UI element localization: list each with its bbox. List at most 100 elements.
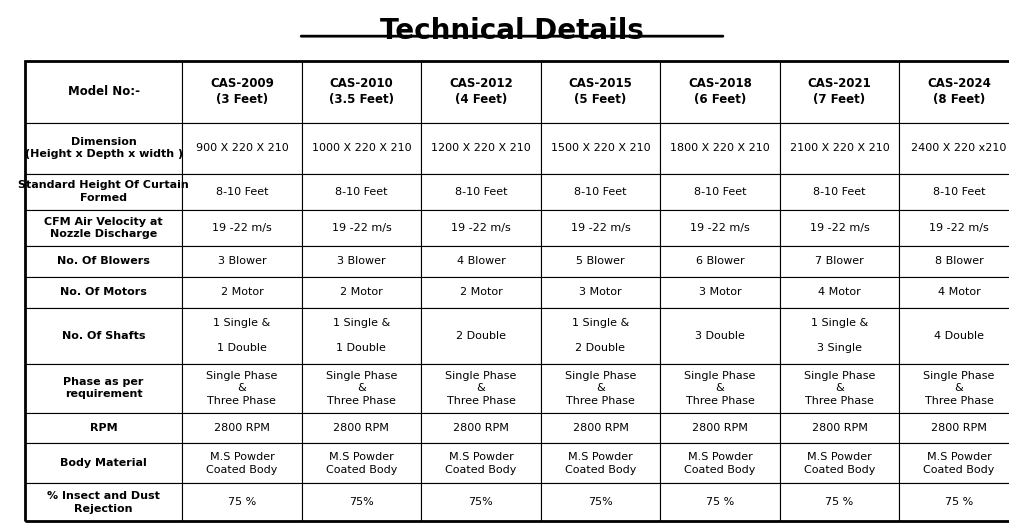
- Text: Single Phase
&
Three Phase: Single Phase & Three Phase: [206, 371, 278, 405]
- Bar: [182, 413, 302, 444]
- Bar: [541, 444, 660, 483]
- Bar: [541, 307, 660, 364]
- Bar: [660, 444, 780, 483]
- Text: No. Of Blowers: No. Of Blowers: [57, 256, 151, 267]
- Bar: [421, 307, 541, 364]
- Bar: [25, 483, 182, 521]
- Text: 75%: 75%: [349, 497, 374, 508]
- Text: 8-10 Feet: 8-10 Feet: [575, 187, 626, 197]
- Text: Standard Height Of Curtain
Formed: Standard Height Of Curtain Formed: [18, 180, 189, 203]
- Text: % Insect and Dust
Rejection: % Insect and Dust Rejection: [47, 491, 160, 513]
- Text: 2 Double: 2 Double: [456, 331, 505, 340]
- Bar: [780, 210, 899, 246]
- Bar: [302, 364, 421, 413]
- Bar: [182, 307, 302, 364]
- Text: 2800 RPM: 2800 RPM: [932, 423, 986, 433]
- Bar: [541, 246, 660, 277]
- Text: 19 -22 m/s: 19 -22 m/s: [810, 223, 870, 233]
- Text: 19 -22 m/s: 19 -22 m/s: [930, 223, 989, 233]
- Bar: [182, 444, 302, 483]
- Text: CFM Air Velocity at
Nozzle Discharge: CFM Air Velocity at Nozzle Discharge: [45, 217, 163, 239]
- Bar: [25, 173, 182, 210]
- Bar: [421, 246, 541, 277]
- Text: 2 Motor: 2 Motor: [460, 287, 502, 297]
- Text: Single Phase
&
Three Phase: Single Phase & Three Phase: [923, 371, 995, 405]
- Text: 19 -22 m/s: 19 -22 m/s: [332, 223, 392, 233]
- Text: 2800 RPM: 2800 RPM: [573, 423, 629, 433]
- Text: 7 Blower: 7 Blower: [815, 256, 863, 267]
- Bar: [660, 364, 780, 413]
- Bar: [302, 444, 421, 483]
- Text: Single Phase
&
Three Phase: Single Phase & Three Phase: [325, 371, 397, 405]
- Text: 2 Motor: 2 Motor: [221, 287, 263, 297]
- Text: 3 Blower: 3 Blower: [218, 256, 266, 267]
- Bar: [182, 173, 302, 210]
- Bar: [780, 364, 899, 413]
- Text: M.S Powder
Coated Body: M.S Powder Coated Body: [564, 452, 637, 475]
- Text: 1200 X 220 X 210: 1200 X 220 X 210: [431, 143, 531, 153]
- Bar: [421, 123, 541, 173]
- Bar: [541, 364, 660, 413]
- Text: 75 %: 75 %: [945, 497, 973, 508]
- Bar: [182, 210, 302, 246]
- Bar: [541, 277, 660, 307]
- Bar: [25, 123, 182, 173]
- Bar: [25, 61, 182, 123]
- Bar: [302, 61, 421, 123]
- Bar: [899, 277, 1017, 307]
- Text: Phase as per
requirement: Phase as per requirement: [63, 377, 143, 400]
- Bar: [421, 413, 541, 444]
- Text: No. Of Shafts: No. Of Shafts: [62, 331, 145, 340]
- Bar: [541, 173, 660, 210]
- Text: 1 Single &

1 Double: 1 Single & 1 Double: [214, 318, 271, 353]
- Bar: [899, 364, 1017, 413]
- Text: 8-10 Feet: 8-10 Feet: [455, 187, 507, 197]
- Bar: [302, 277, 421, 307]
- Text: Body Material: Body Material: [60, 459, 147, 468]
- Bar: [25, 364, 182, 413]
- Bar: [302, 483, 421, 521]
- Bar: [899, 444, 1017, 483]
- Text: 19 -22 m/s: 19 -22 m/s: [691, 223, 750, 233]
- Bar: [780, 444, 899, 483]
- Text: 75 %: 75 %: [228, 497, 256, 508]
- Text: CAS-2009
(3 Feet): CAS-2009 (3 Feet): [210, 78, 274, 106]
- Text: Model No:-: Model No:-: [68, 86, 139, 98]
- Bar: [182, 364, 302, 413]
- Bar: [421, 173, 541, 210]
- Bar: [780, 173, 899, 210]
- Bar: [780, 123, 899, 173]
- Bar: [302, 123, 421, 173]
- Bar: [302, 173, 421, 210]
- Bar: [182, 277, 302, 307]
- Bar: [25, 246, 182, 277]
- Bar: [182, 61, 302, 123]
- Bar: [660, 61, 780, 123]
- Bar: [25, 307, 182, 364]
- Text: 1500 X 220 X 210: 1500 X 220 X 210: [550, 143, 650, 153]
- Text: 75%: 75%: [588, 497, 613, 508]
- Bar: [182, 123, 302, 173]
- Text: CAS-2015
(5 Feet): CAS-2015 (5 Feet): [569, 78, 633, 106]
- Text: M.S Powder
Coated Body: M.S Powder Coated Body: [206, 452, 278, 475]
- Text: 4 Double: 4 Double: [934, 331, 984, 340]
- Bar: [780, 307, 899, 364]
- Text: 19 -22 m/s: 19 -22 m/s: [212, 223, 272, 233]
- Text: 3 Blower: 3 Blower: [337, 256, 385, 267]
- Bar: [899, 307, 1017, 364]
- Bar: [660, 483, 780, 521]
- Text: 75 %: 75 %: [706, 497, 734, 508]
- Text: M.S Powder
Coated Body: M.S Powder Coated Body: [325, 452, 397, 475]
- Bar: [421, 364, 541, 413]
- Text: 900 X 220 X 210: 900 X 220 X 210: [195, 143, 288, 153]
- Text: 8 Blower: 8 Blower: [935, 256, 983, 267]
- Text: CAS-2024
(8 Feet): CAS-2024 (8 Feet): [928, 78, 991, 106]
- Text: Technical Details: Technical Details: [380, 17, 644, 45]
- Text: CAS-2010
(3.5 Feet): CAS-2010 (3.5 Feet): [328, 78, 394, 106]
- Text: M.S Powder
Coated Body: M.S Powder Coated Body: [803, 452, 876, 475]
- Bar: [421, 483, 541, 521]
- Bar: [660, 123, 780, 173]
- Bar: [25, 444, 182, 483]
- Bar: [182, 246, 302, 277]
- Bar: [25, 277, 182, 307]
